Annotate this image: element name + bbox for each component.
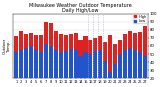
Bar [118,54,122,87]
Bar [143,26,147,87]
Bar [98,36,102,87]
Bar [108,72,112,87]
Bar [14,36,19,87]
Bar [59,52,63,87]
Bar [138,52,142,87]
Bar [14,52,19,87]
Bar [83,52,88,87]
Bar [83,36,88,87]
Bar [24,34,28,87]
Bar [113,64,117,87]
Bar [34,50,38,87]
Bar [74,50,78,87]
Bar [19,31,23,87]
Bar [98,50,102,87]
Bar [39,52,43,87]
Bar [54,50,58,87]
Bar [123,34,127,87]
Bar [128,48,132,87]
Bar [78,56,83,87]
Bar [88,39,92,87]
Bar [49,46,53,87]
Bar [103,61,107,87]
Legend: High, Low: High, Low [133,14,147,23]
Bar [69,49,73,87]
Y-axis label: Outdoor
Temp.: Outdoor Temp. [3,38,11,54]
Bar [74,33,78,87]
Bar [103,42,107,87]
Bar [128,31,132,87]
Bar [24,48,28,87]
Title: Milwaukee Weather Outdoor Temperature
Daily High/Low: Milwaukee Weather Outdoor Temperature Da… [29,3,132,13]
Bar [118,39,122,87]
Bar [108,35,112,87]
Bar [93,38,97,87]
Bar [123,50,127,87]
Bar [29,33,33,87]
Bar [54,31,58,87]
Bar [138,32,142,87]
Bar [44,22,48,87]
Bar [64,51,68,87]
Bar [59,34,63,87]
Bar [19,50,23,87]
Bar [39,35,43,87]
Bar [49,23,53,87]
Bar [88,54,92,87]
Bar [29,46,33,87]
Bar [133,50,137,87]
Bar [133,33,137,87]
Bar [113,44,117,87]
Bar [78,39,83,87]
Bar [69,34,73,87]
Bar [34,35,38,87]
Bar [64,35,68,87]
Bar [93,51,97,87]
Bar [143,56,147,87]
Bar [44,44,48,87]
